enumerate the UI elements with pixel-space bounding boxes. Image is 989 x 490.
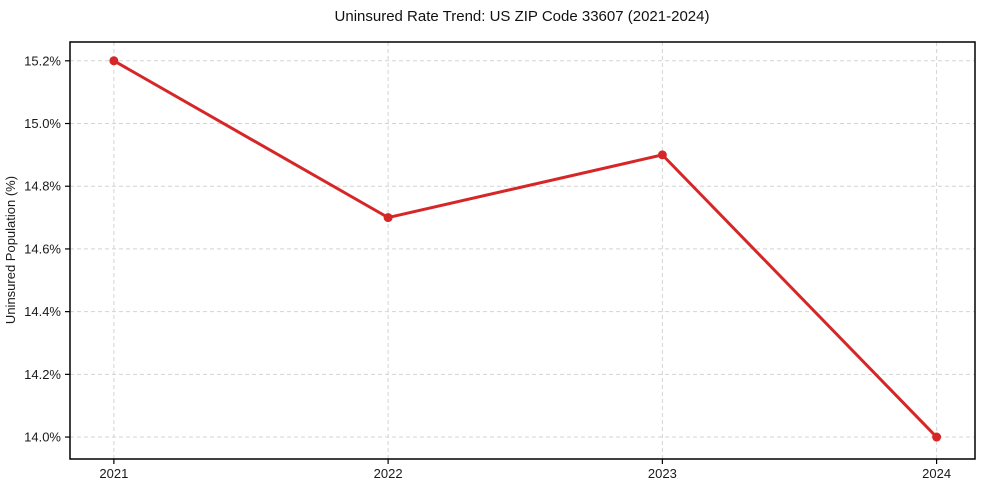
data-point: [383, 213, 393, 223]
y-tick-label: 14.2%: [24, 367, 61, 382]
grid-layer: [70, 42, 975, 459]
chart-title: Uninsured Rate Trend: US ZIP Code 33607 …: [335, 8, 710, 25]
plot-border: [69, 41, 976, 460]
x-tick-label: 2022: [374, 466, 403, 481]
data-point: [657, 150, 667, 160]
trend-line: [112, 59, 939, 439]
x-tick-label: 2021: [99, 466, 128, 481]
y-tick-label: 14.4%: [24, 304, 61, 319]
x-tick-label: 2024: [922, 466, 951, 481]
y-axis-label: Uninsured Population (%): [3, 176, 18, 324]
y-tick-label: 15.0%: [24, 116, 61, 131]
y-tick-label: 14.8%: [24, 179, 61, 194]
data-point: [109, 56, 119, 66]
y-tick-label: 14.6%: [24, 241, 61, 256]
y-tick-label: 14.0%: [24, 430, 61, 445]
data-point: [932, 432, 942, 442]
y-tick-label: 15.2%: [24, 53, 61, 68]
series-layer: [109, 56, 942, 442]
x-tick-label: 2023: [648, 466, 677, 481]
axis-layer: 14.0% 14.2% 14.4% 14.6% 14.8% 15.0% 15.2% 2021 2…: [24, 41, 976, 481]
